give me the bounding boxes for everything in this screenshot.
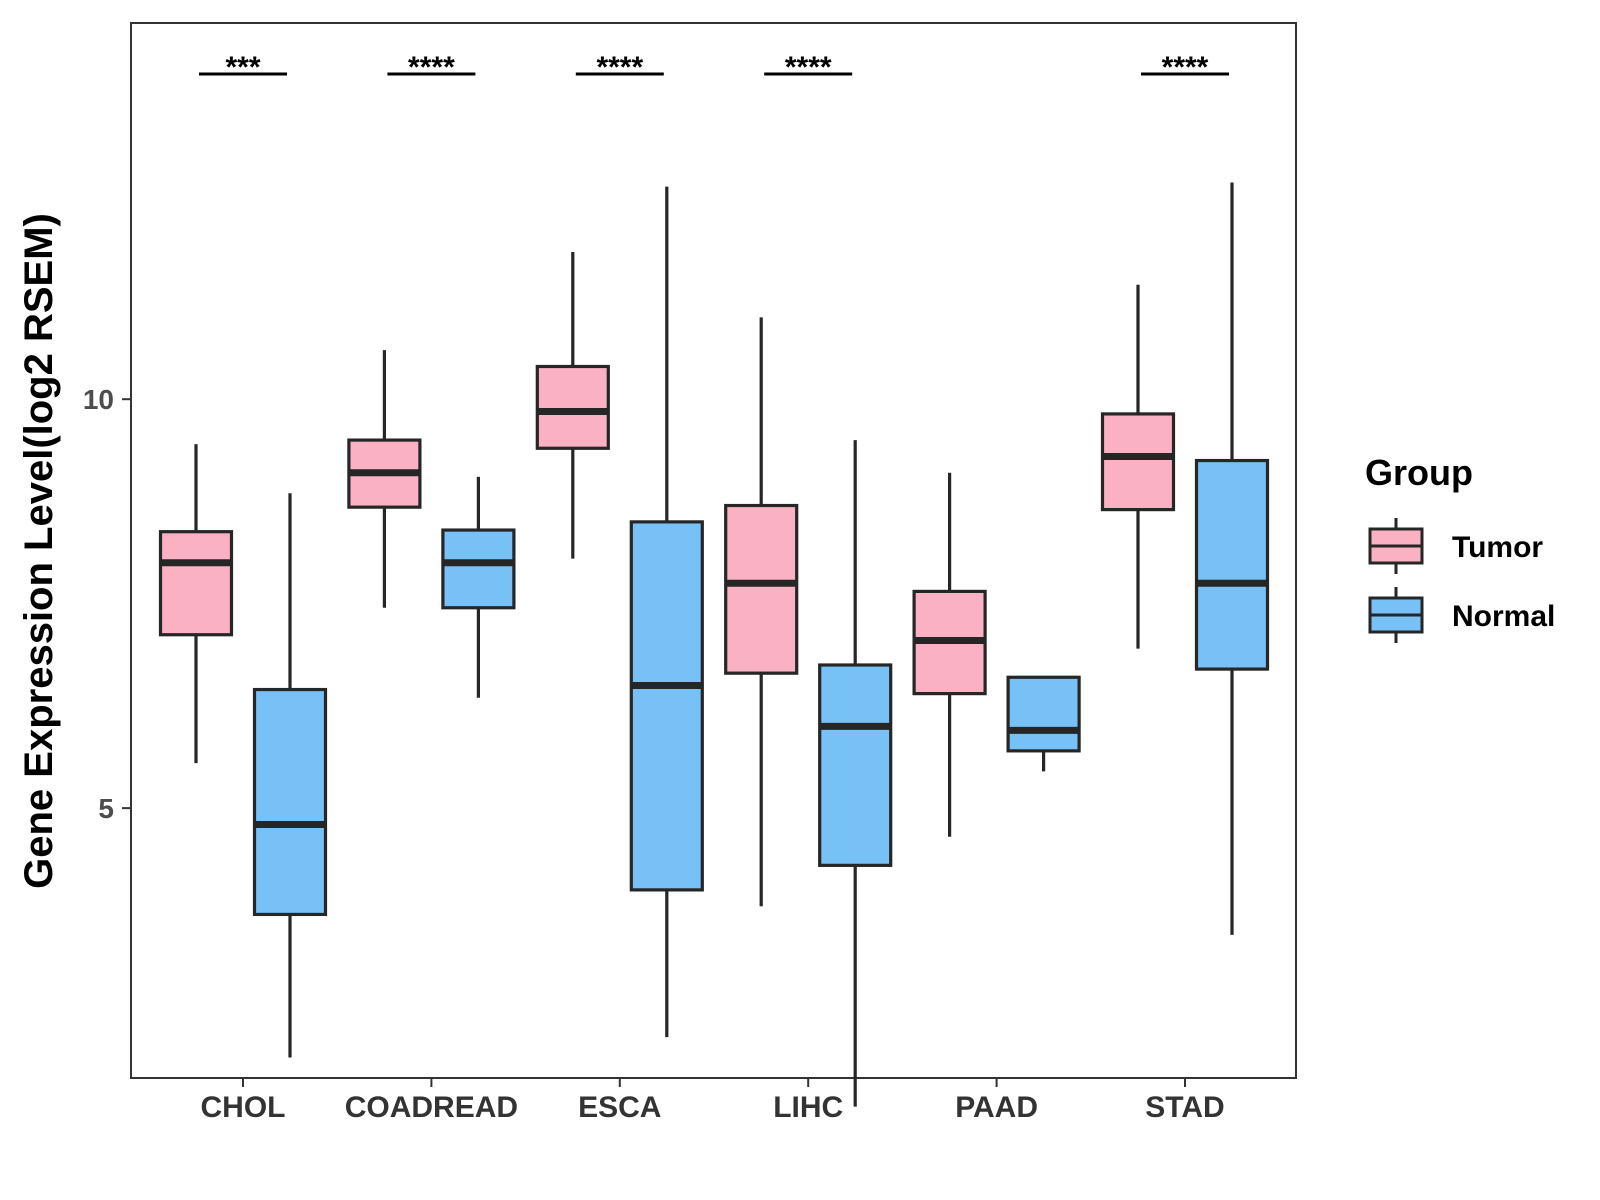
box-iqr <box>252 687 328 917</box>
box-normal-lihc <box>818 440 893 1107</box>
significance-label: *** <box>225 51 260 84</box>
box-iqr <box>1100 412 1176 512</box>
plot-panel-border <box>130 22 1297 1079</box>
box-normal-stad <box>1194 182 1270 935</box>
box-iqr <box>818 663 893 867</box>
x-tick-label: LIHC <box>773 1091 843 1124</box>
box-normal-paad <box>1006 675 1081 772</box>
significance-chol: *** <box>199 51 287 84</box>
significance-stad: **** <box>1141 51 1229 84</box>
significance-label: **** <box>785 51 832 84</box>
box-iqr <box>1006 675 1081 753</box>
box-tumor-paad <box>912 472 987 837</box>
significance-coadread: **** <box>387 51 476 84</box>
box-iqr <box>629 520 704 892</box>
x-tick-label: COADREAD <box>345 1091 518 1124</box>
x-tick-label: ESCA <box>578 1091 661 1124</box>
legend-items: Tumor Normal <box>1368 518 1555 643</box>
box-tumor-lihc <box>724 317 799 907</box>
significance-layer: *** **** **** **** **** <box>199 51 1229 84</box>
y-axis-title: Gene Expression Level(log2 RSEM) <box>17 213 61 889</box>
box-iqr <box>158 530 234 637</box>
y-tick-label: 5 <box>98 793 114 824</box>
x-tick-label: CHOL <box>201 1091 286 1124</box>
x-axis: CHOL COADREAD ESCA LIHC PAAD STAD <box>201 1078 1225 1124</box>
x-tick-label: STAD <box>1145 1091 1224 1124</box>
box-tumor-esca <box>535 251 610 559</box>
significance-label: **** <box>1162 51 1209 84</box>
box-tumor-coadread <box>347 350 422 608</box>
box-iqr <box>441 528 516 610</box>
box-iqr <box>535 364 610 450</box>
significance-esca: **** <box>575 51 664 84</box>
box-normal-esca <box>629 186 704 1038</box>
legend-label: Normal <box>1452 600 1555 633</box>
legend: Group Tumor Normal <box>1365 452 1555 643</box>
significance-label: **** <box>408 51 455 84</box>
x-tick-label: PAAD <box>955 1091 1038 1124</box>
y-axis: 5 10 <box>83 384 131 824</box>
boxes-layer <box>158 182 1270 1107</box>
legend-item-tumor: Tumor <box>1368 518 1543 574</box>
box-tumor-chol <box>158 444 234 764</box>
box-tumor-stad <box>1100 284 1176 649</box>
legend-label: Tumor <box>1452 531 1543 564</box>
box-iqr <box>724 503 799 675</box>
box-iqr <box>1194 458 1270 671</box>
y-tick-label: 10 <box>83 384 114 415</box>
legend-item-normal: Normal <box>1368 587 1555 643</box>
significance-lihc: **** <box>764 51 853 84</box>
legend-title: Group <box>1365 452 1473 493</box>
significance-label: **** <box>596 51 643 84</box>
box-normal-coadread <box>441 476 516 698</box>
box-normal-chol <box>252 493 328 1058</box>
